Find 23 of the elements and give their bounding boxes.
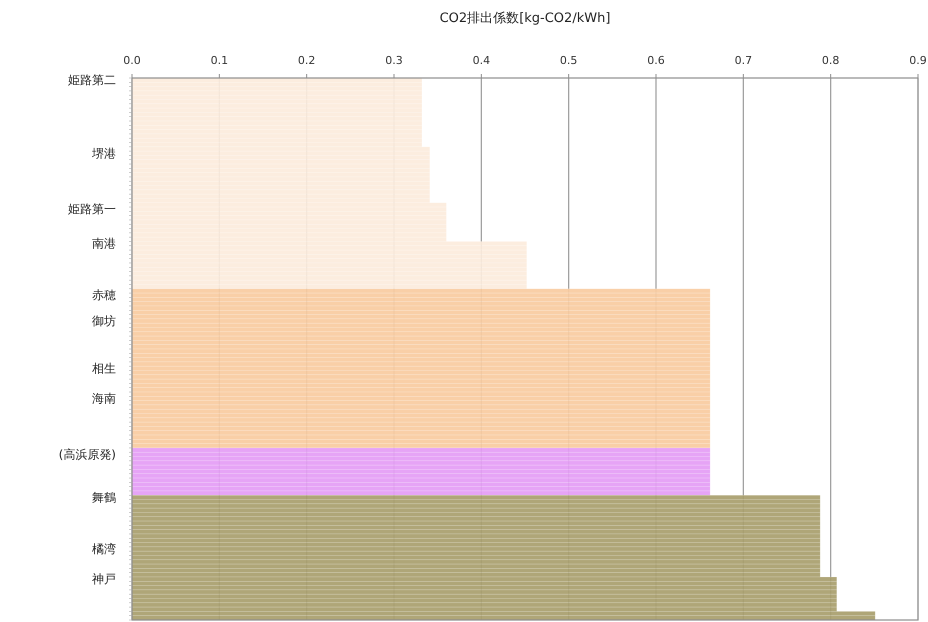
x-tick-label: 0.3 bbox=[385, 54, 403, 67]
x-tick-label: 0.2 bbox=[298, 54, 316, 67]
x-axis-title: CO2排出係数[kg-CO2/kWh] bbox=[440, 11, 610, 26]
x-tick-label: 0.9 bbox=[909, 54, 927, 67]
x-tick-label: 0.7 bbox=[734, 54, 752, 67]
x-tick-label: 0.4 bbox=[472, 54, 490, 67]
y-tick-label: 神戸 bbox=[92, 572, 116, 586]
x-tick-label: 0.0 bbox=[123, 54, 141, 67]
y-tick-label: 南港 bbox=[92, 236, 116, 251]
y-tick-label: 御坊 bbox=[92, 314, 116, 328]
x-tick-label: 0.1 bbox=[210, 54, 228, 67]
x-tick-label: 0.6 bbox=[647, 54, 665, 67]
x-tick-label: 0.5 bbox=[560, 54, 578, 67]
y-tick-label: (高浜原発) bbox=[58, 447, 116, 462]
y-tick-label: 相生 bbox=[92, 361, 116, 376]
y-tick-label: 姫路第二 bbox=[68, 73, 116, 88]
y-tick-label: 舞鶴 bbox=[92, 490, 116, 504]
y-tick-label: 海南 bbox=[92, 391, 116, 406]
y-tick-label: 赤穂 bbox=[92, 288, 116, 302]
y-tick-label: 堺港 bbox=[91, 146, 116, 160]
y-tick-label: 姫路第一 bbox=[68, 202, 116, 216]
x-tick-label: 0.8 bbox=[822, 54, 840, 67]
y-tick-label: 橘湾 bbox=[92, 542, 116, 556]
